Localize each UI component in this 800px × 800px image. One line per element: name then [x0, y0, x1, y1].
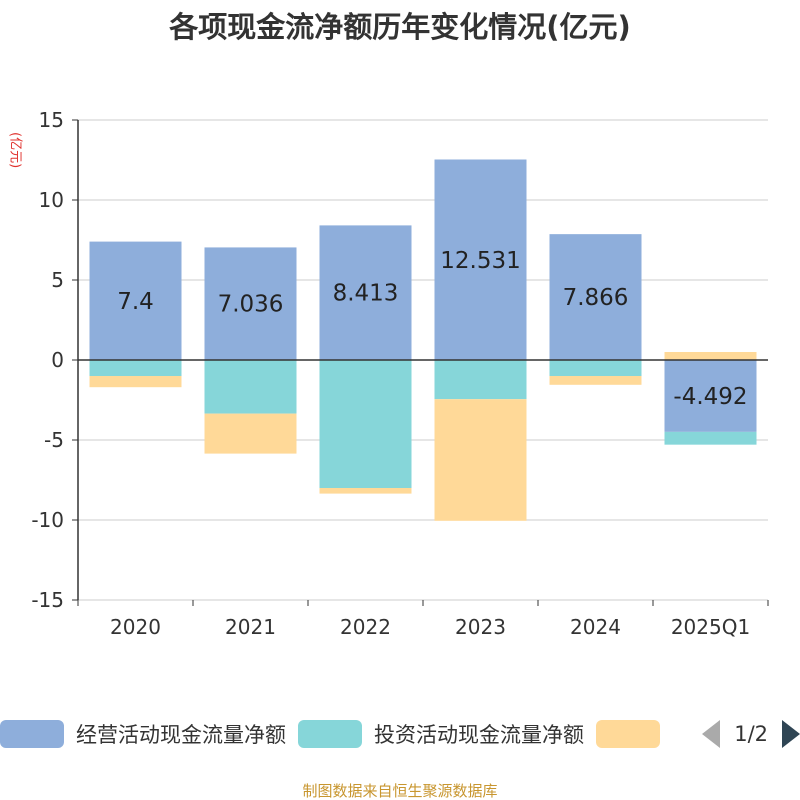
- bar-financing-2022[interactable]: [319, 488, 412, 494]
- data-label: 8.413: [333, 281, 399, 307]
- legend-swatch: [0, 720, 64, 748]
- y-tick-label: 0: [51, 348, 64, 372]
- legend-item-financing[interactable]: [596, 720, 672, 748]
- y-tick-label: -5: [44, 428, 64, 452]
- legend-item-operating[interactable]: 经营活动现金流量净额: [0, 719, 286, 749]
- x-tick-label: 2022: [340, 615, 391, 639]
- bar-financing-2023[interactable]: [434, 399, 527, 521]
- legend: 经营活动现金流量净额 投资活动现金流量净额: [0, 712, 800, 756]
- bar-operating-2020[interactable]: [89, 241, 182, 360]
- data-label: 7.866: [563, 285, 629, 311]
- legend-swatch: [596, 720, 660, 748]
- data-label: 12.531: [440, 248, 520, 274]
- source-note: 制图数据来自恒生聚源数据库: [302, 782, 498, 800]
- pager-prev-button[interactable]: [702, 720, 721, 748]
- y-tick-label: 5: [51, 268, 64, 292]
- x-tick-label: 2020: [110, 615, 161, 639]
- bar-operating-2024[interactable]: [549, 234, 642, 360]
- x-tick-label: 2021: [225, 615, 276, 639]
- bar-investing-2020[interactable]: [89, 360, 182, 376]
- x-tick-label: 2023: [455, 615, 506, 639]
- bar-operating-2025Q1[interactable]: [664, 360, 757, 432]
- bar-operating-2021[interactable]: [204, 247, 297, 360]
- bar-financing-2025Q1[interactable]: [664, 352, 757, 360]
- y-axis-unit-label: (亿元): [7, 131, 23, 169]
- bar-operating-2022[interactable]: [319, 225, 412, 360]
- legend-label: 经营活动现金流量净额: [76, 723, 286, 747]
- y-tick-label: 15: [39, 108, 64, 132]
- legend-item-investing[interactable]: 投资活动现金流量净额: [298, 719, 584, 749]
- bar-investing-2025Q1[interactable]: [664, 431, 757, 445]
- y-tick-label: -15: [31, 588, 64, 612]
- data-label: 7.036: [218, 292, 284, 318]
- legend-pager: 1/2: [686, 712, 800, 756]
- legend-label: 投资活动现金流量净额: [374, 723, 584, 747]
- pager-page-text: 1/2: [734, 722, 768, 746]
- bar-financing-2021[interactable]: [204, 413, 297, 454]
- data-label: -4.492: [673, 384, 747, 410]
- bar-financing-2024[interactable]: [549, 376, 642, 385]
- chart-title: 各项现金流净额历年变化情况(亿元): [169, 10, 631, 44]
- bar-investing-2022[interactable]: [319, 360, 412, 488]
- x-tick-label: 2025Q1: [671, 615, 750, 639]
- bar-investing-2024[interactable]: [549, 360, 642, 376]
- bar-investing-2023[interactable]: [434, 360, 527, 400]
- data-label: 7.4: [117, 289, 154, 315]
- y-tick-label: -10: [31, 508, 64, 532]
- x-tick-label: 2024: [570, 615, 621, 639]
- pager-next-button[interactable]: [782, 720, 800, 748]
- y-tick-label: 10: [39, 188, 64, 212]
- bar-financing-2020[interactable]: [89, 376, 182, 388]
- legend-swatch: [298, 720, 362, 748]
- bar-investing-2021[interactable]: [204, 360, 297, 414]
- bar-operating-2023[interactable]: [434, 159, 527, 360]
